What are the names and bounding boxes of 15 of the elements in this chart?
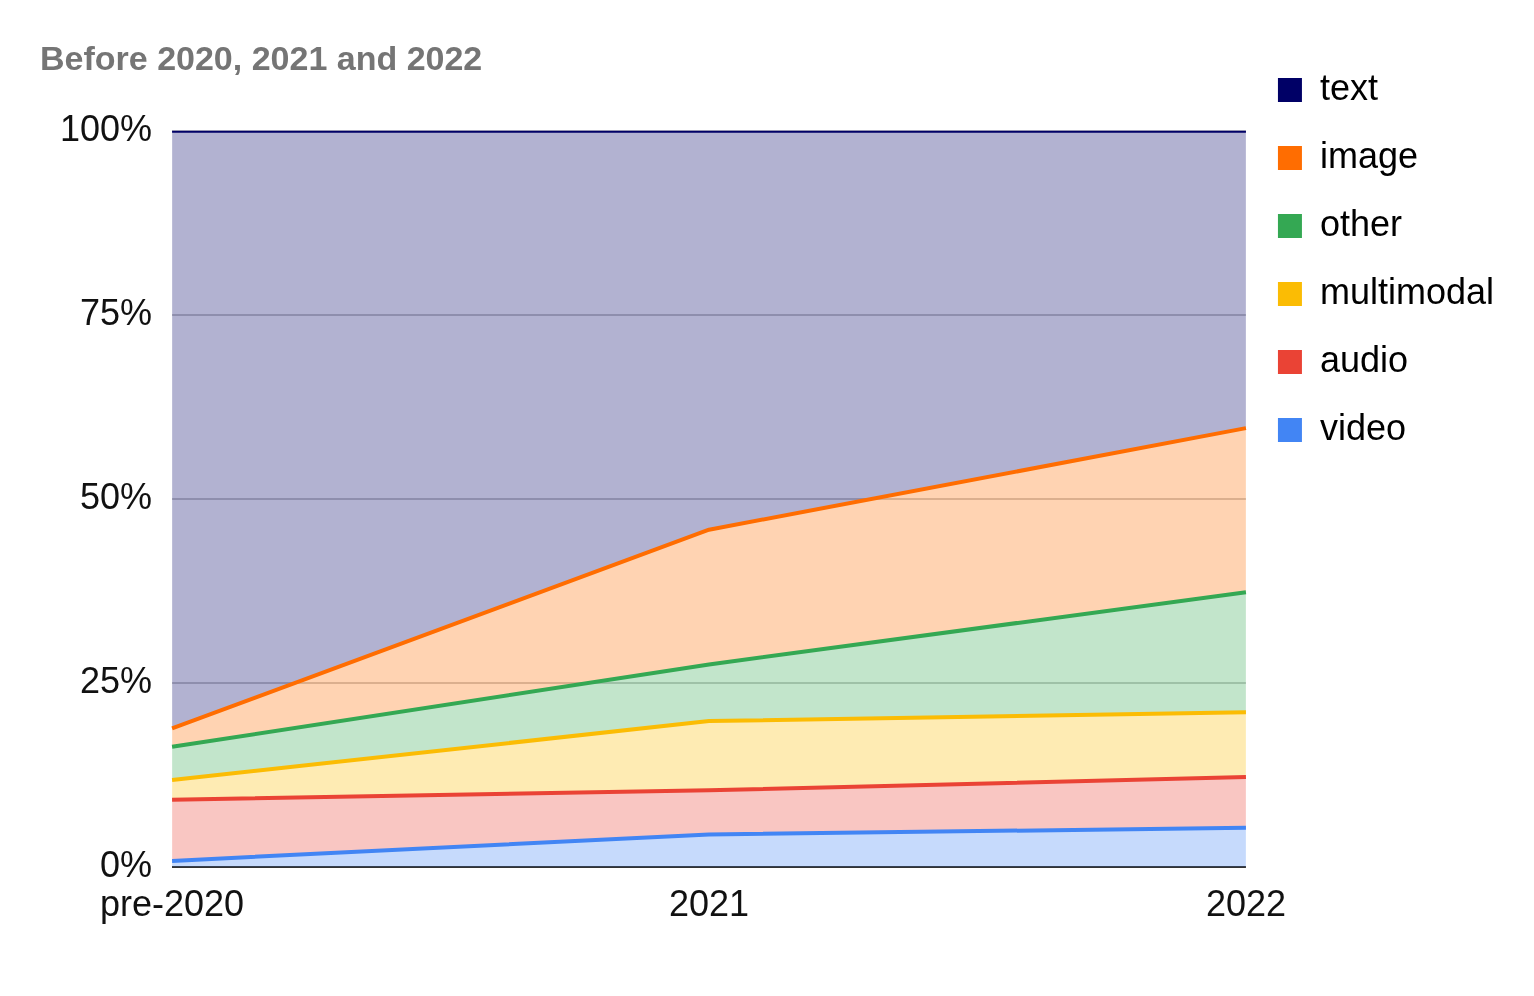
x-tick-label: 2022 bbox=[1205, 883, 1286, 925]
chart-title: Before 2020, 2021 and 2022 bbox=[40, 38, 483, 77]
y-tick-label: 25% bbox=[80, 659, 153, 701]
legend-label: text bbox=[1319, 66, 1378, 108]
legend-label: multimodal bbox=[1319, 270, 1494, 312]
y-tick-label: 50% bbox=[80, 475, 153, 517]
legend-label: video bbox=[1319, 406, 1406, 448]
y-tick-label: 100% bbox=[60, 107, 153, 149]
x-tick-label: pre-2020 bbox=[100, 883, 245, 925]
legend-label: image bbox=[1319, 134, 1418, 176]
x-tick-label: 2021 bbox=[668, 883, 750, 925]
y-tick-label: 75% bbox=[80, 291, 153, 333]
legend-label: audio bbox=[1319, 338, 1409, 380]
legend-label: other bbox=[1319, 202, 1403, 244]
y-tick-label: 0% bbox=[100, 843, 153, 885]
